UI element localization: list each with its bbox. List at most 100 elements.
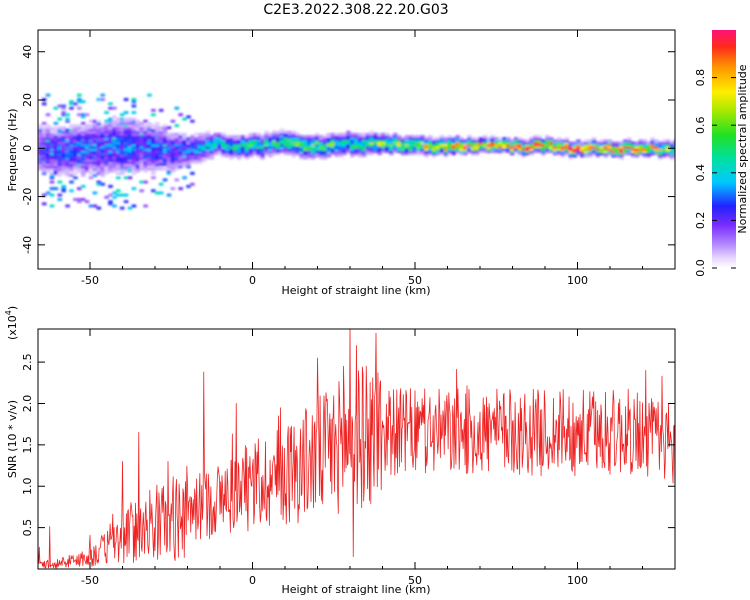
spectrogram-cell xyxy=(642,154,648,158)
spectrogram-cell xyxy=(73,150,78,154)
spectrogram-cell xyxy=(580,152,585,156)
spectrogram-cell xyxy=(283,145,289,149)
spectrogram-cell xyxy=(61,154,66,158)
spectrogram-cell xyxy=(119,156,125,160)
spectrogram-cell xyxy=(357,141,363,145)
spectrogram-cell xyxy=(69,137,74,141)
spectrogram-cell xyxy=(143,204,148,208)
spectrogram-cell xyxy=(123,148,129,151)
spectrogram-cell xyxy=(521,141,527,145)
spectrogram-cell xyxy=(307,148,312,151)
spectrogram-cell xyxy=(474,145,480,149)
spectrogram-cell xyxy=(416,135,421,138)
spectrogram-cell xyxy=(112,169,117,173)
spectrogram-cell xyxy=(49,187,55,191)
spectrogram-cell xyxy=(568,148,573,151)
spectrogram-cell xyxy=(131,161,137,164)
spectrogram-cell xyxy=(104,132,109,136)
spectrogram-cell xyxy=(84,167,90,171)
spectrogram-cell xyxy=(470,148,476,151)
spectrogram-cell xyxy=(576,139,581,143)
spectrogram-cell xyxy=(299,145,304,149)
spectrogram-cell xyxy=(650,150,655,154)
spectrogram-cell xyxy=(139,143,144,147)
spectrogram-cell xyxy=(311,143,316,147)
spectrogram-cell xyxy=(556,141,562,145)
spectrogram-cell xyxy=(174,167,180,171)
spectrogram-cell xyxy=(268,141,273,145)
spectrogram-cell xyxy=(287,143,293,147)
spectrogram-cell xyxy=(170,167,176,171)
spectrogram-cell xyxy=(96,128,102,132)
spectrogram-cell xyxy=(233,150,238,154)
spectrogram-cell xyxy=(392,141,398,145)
spectrogram-cell xyxy=(338,154,343,158)
spectrogram-cell xyxy=(100,135,105,138)
spectrogram-cell xyxy=(287,141,293,145)
spectrogram-cell xyxy=(174,154,180,158)
spectrogram-cell xyxy=(646,145,651,149)
spectrogram-cell xyxy=(69,158,74,162)
spectrogram-cell xyxy=(88,141,94,145)
spectrogram-cell xyxy=(84,169,90,173)
spectrogram-cell xyxy=(428,152,433,156)
spectrogram-cell xyxy=(658,145,663,149)
spectrogram-cell xyxy=(623,152,628,156)
spectrogram-x-tick-label: 0 xyxy=(249,274,256,287)
spectrogram-cell xyxy=(61,161,66,164)
spectrogram-cell xyxy=(408,152,414,156)
spectrogram-cell xyxy=(108,158,113,162)
spectrogram-cell xyxy=(400,143,406,147)
spectrogram-cell xyxy=(595,145,601,149)
spectrogram-cell xyxy=(478,150,484,154)
spectrogram-cell xyxy=(49,148,55,151)
spectrogram-cell xyxy=(61,128,66,132)
spectrogram-cell xyxy=(61,189,66,193)
spectrogram-cell xyxy=(178,156,183,160)
spectrogram-cell xyxy=(131,126,137,130)
spectrogram-cell xyxy=(166,165,172,169)
spectrogram-cell xyxy=(38,156,43,160)
spectrogram-cell xyxy=(350,145,355,149)
spectrogram-cell xyxy=(116,143,121,147)
spectrogram-cell xyxy=(650,152,655,156)
spectrogram-cell xyxy=(53,152,59,156)
spectrogram-cell xyxy=(119,124,125,128)
spectrogram-cell xyxy=(104,171,109,175)
spectrogram-cell xyxy=(470,143,476,147)
spectrogram-cell xyxy=(244,141,250,145)
spectrogram-cell xyxy=(346,137,351,141)
spectrogram-cell xyxy=(209,154,215,158)
spectrogram-cell xyxy=(158,161,164,164)
spectrogram-cell xyxy=(330,132,336,136)
spectrogram-cell xyxy=(104,111,109,114)
spectrogram-cell xyxy=(580,150,585,154)
spectrogram-cell xyxy=(127,163,133,167)
spectrogram-cell xyxy=(494,145,499,149)
spectrogram-cell xyxy=(330,150,336,154)
spectrogram-cell xyxy=(119,165,125,169)
spectrogram-cell xyxy=(435,141,441,145)
spectrogram-cell xyxy=(116,139,121,143)
spectrogram-cell xyxy=(77,128,82,132)
spectrogram-cell xyxy=(209,143,215,147)
spectrogram-cell xyxy=(299,148,304,151)
spectrogram-cell xyxy=(346,139,351,143)
spectrogram-cell xyxy=(244,148,250,151)
spectrogram-cell xyxy=(73,135,78,138)
spectrogram-cell xyxy=(162,139,168,143)
spectrogram-cell xyxy=(619,152,624,156)
spectrogram-cell xyxy=(474,148,480,151)
spectrogram-cell xyxy=(314,145,320,149)
spectrogram-cell xyxy=(240,152,246,156)
spectrogram-cell xyxy=(369,137,375,141)
spectrogram-cell xyxy=(229,156,234,160)
spectrogram-cell xyxy=(201,141,207,145)
spectrogram-cell xyxy=(295,139,300,143)
spectrogram-cell xyxy=(603,143,609,147)
spectrogram-cell xyxy=(123,154,129,158)
spectrogram-cell xyxy=(642,148,648,151)
spectrogram-cell xyxy=(229,135,234,138)
spectrogram-cell xyxy=(295,143,300,147)
spectrogram-cell xyxy=(365,145,371,149)
